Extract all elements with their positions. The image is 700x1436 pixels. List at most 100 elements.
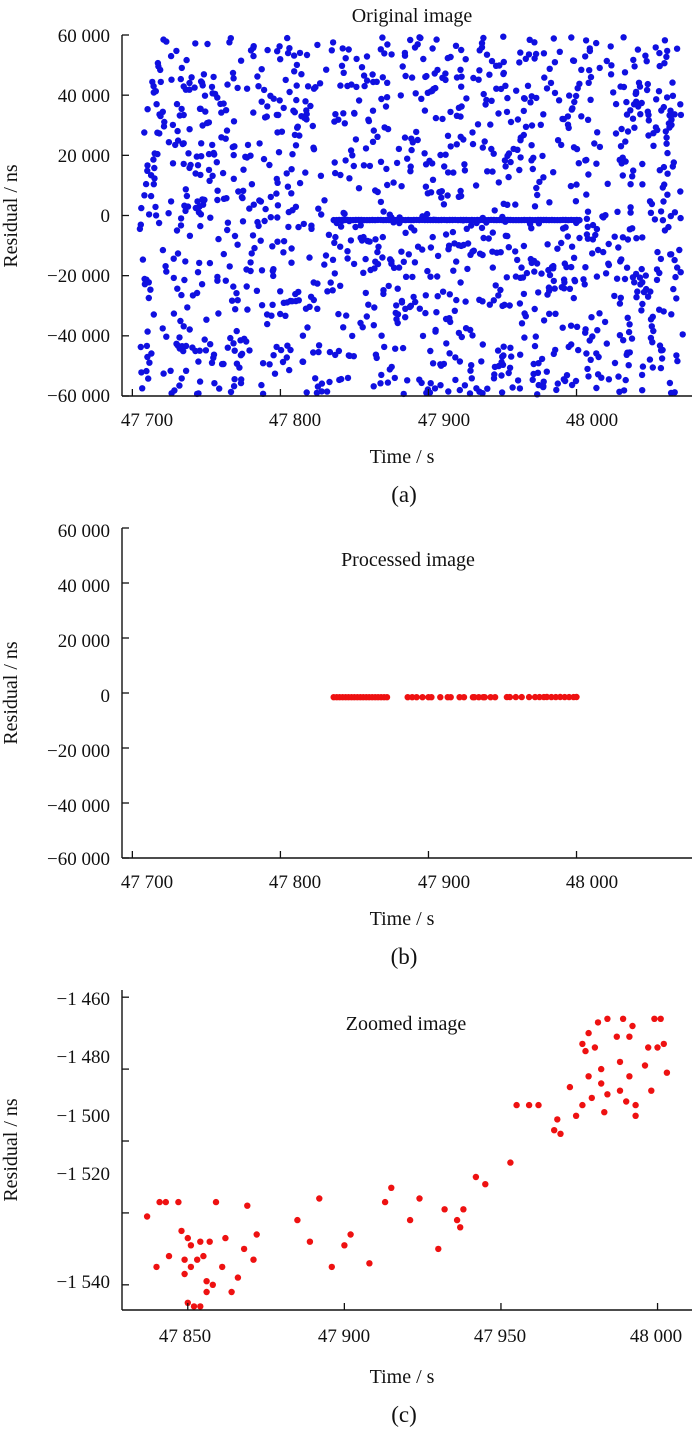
panel-a-data-point: [616, 300, 624, 307]
panel-a-data-point: [657, 364, 665, 372]
panel-a-data-point: [248, 250, 255, 257]
panel-a-data-point: [503, 108, 511, 116]
panel-a-data-point: [262, 205, 269, 213]
panel-a-data-point: [167, 52, 175, 60]
panel-a-data-point: [304, 324, 311, 331]
panel-a-data-point: [207, 214, 214, 221]
panel-c-data-point: [616, 1058, 624, 1066]
panel-c-data-point: [460, 1206, 467, 1213]
panel-a-data-point: [198, 153, 205, 160]
panel-a-data-point: [288, 298, 296, 305]
panel-a-data-point: [486, 301, 493, 308]
panel-a-data-point: [365, 301, 372, 308]
panel-a-data-point: [602, 270, 610, 277]
panel-a-data-point: [643, 285, 650, 293]
panel-a-data-point: [365, 117, 373, 125]
panel-a-data-point: [358, 63, 366, 71]
panel-a-data-point: [605, 376, 613, 383]
panel-a-data-point: [346, 175, 353, 182]
panel-a-data-point: [412, 298, 419, 306]
panel-a-data-point: [571, 98, 578, 106]
panel-a-data-point: [198, 281, 206, 288]
panel-a-data-point: [309, 122, 316, 130]
panel-a-data-point: [264, 103, 271, 110]
panel-a-data-point: [256, 140, 263, 147]
panel-b-data-point: [447, 694, 454, 701]
panel-b-data-point: [531, 693, 539, 701]
panel-a-data-point: [546, 199, 553, 206]
panel-a-data-point: [677, 214, 684, 222]
panel-a-data-point: [456, 386, 463, 394]
panel-a-data-point: [570, 254, 578, 261]
panel-a-data-point: [653, 276, 661, 284]
panel-a-data-point: [642, 52, 649, 59]
panel-a-data-point: [147, 286, 154, 293]
panel-a-data-point: [173, 47, 180, 55]
panel-a-data-point: [528, 122, 536, 129]
panel-a-data-point: [625, 328, 633, 336]
panel-a-data-point: [506, 364, 514, 371]
panel-c-data-point: [626, 1073, 633, 1080]
panel-a-data-point: [442, 151, 449, 158]
panel-c-data-point: [294, 1216, 301, 1224]
panel-a-data-point: [674, 264, 681, 271]
panel-a-data-point: [592, 231, 599, 239]
panel-a-data-point: [568, 381, 576, 389]
panel-a-data-point: [645, 132, 652, 139]
panel-a-data-point: [408, 146, 415, 154]
panel-a-data-point: [382, 103, 390, 110]
panel-a-data-point: [196, 105, 204, 113]
panel-a-data-point: [518, 264, 525, 271]
panel-a-data-point: [588, 314, 595, 321]
panel-b-data-point: [404, 694, 411, 701]
panel-a-data-point: [481, 138, 488, 145]
panel-a-data-point: [551, 285, 558, 292]
panel-a-data-point: [139, 256, 147, 263]
panel-a-data-point: [491, 371, 498, 378]
panel-a-data-point: [464, 265, 471, 273]
panel-a-data-point: [247, 267, 254, 275]
panel-a-data-point: [427, 380, 434, 387]
panel-a-data-point: [254, 73, 261, 80]
panel-a-data-point: [407, 163, 414, 170]
panel-c-xtick-label: 47 950: [474, 1326, 526, 1347]
panel-a-data-point: [323, 388, 331, 395]
panel-a-data-point: [370, 322, 377, 329]
panel-a-data-point: [550, 350, 557, 358]
panel-a-data-point: [556, 48, 563, 55]
panel-a-data-point: [521, 95, 528, 102]
panel-a-data-point: [392, 309, 399, 317]
panel-b-data-point: [561, 693, 568, 701]
panel-a-data-point: [570, 57, 578, 64]
panel-a-data-point: [291, 68, 298, 75]
panel-a-data-point: [335, 310, 342, 318]
panel-a-data-point: [379, 34, 386, 41]
panel-a-data-point: [379, 254, 386, 261]
panel-a-data-point: [182, 342, 190, 350]
panel-a-data-point: [318, 388, 325, 395]
panel-a-data-point: [402, 229, 409, 236]
panel-a-data-point: [337, 82, 344, 89]
panel-a-data-point: [585, 373, 592, 380]
panel-a-data-point: [165, 139, 173, 146]
panel-a-data-point: [344, 255, 351, 262]
panel-a-data-point: [497, 85, 505, 93]
panel-c-data-point: [240, 1245, 248, 1253]
panel-c-data-point: [184, 1234, 191, 1242]
panel-a-data-point: [329, 287, 336, 294]
panel-a-data-point: [137, 343, 144, 351]
panel-c-data-point: [209, 1281, 216, 1289]
panel-a-data-point: [288, 166, 295, 173]
panel-a-data-point: [183, 192, 191, 200]
panel-a-data-point: [180, 83, 187, 90]
panel-c-data-point: [585, 1073, 592, 1080]
panel-a-data-point: [215, 235, 222, 243]
panel-a-x-axis-label: Time / s: [370, 446, 435, 468]
panel-a-data-point: [673, 295, 680, 302]
panel-a-data-point: [469, 140, 477, 148]
panel-a-data-point: [173, 100, 181, 108]
panel-a-data-point: [517, 137, 524, 144]
panel-a-data-point: [205, 150, 213, 158]
panel-a-data-point: [384, 41, 391, 48]
panel-a-data-point: [141, 129, 148, 136]
